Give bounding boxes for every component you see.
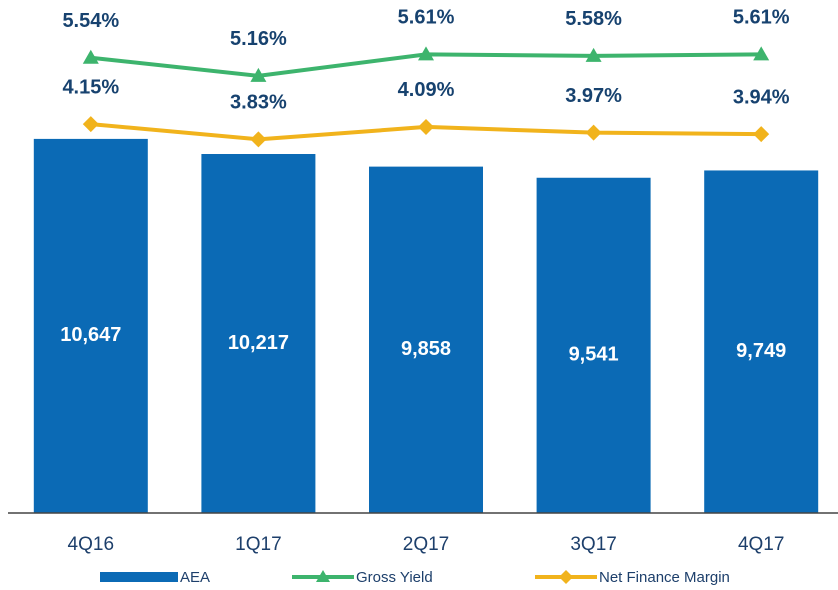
x-tick-label: 4Q17 <box>738 534 784 555</box>
line-marker <box>82 116 99 133</box>
x-tick-label: 3Q17 <box>570 534 616 555</box>
bar <box>704 170 819 513</box>
bar-value-label: 10,217 <box>228 332 289 354</box>
bar-value-label: 9,858 <box>401 338 451 360</box>
bar-value-label: 10,647 <box>60 324 121 346</box>
bar-value-label: 9,749 <box>736 340 786 362</box>
legend-label: Gross Yield <box>356 569 433 586</box>
line-value-label: 5.58% <box>565 8 622 30</box>
legend-label: AEA <box>180 569 210 586</box>
line-value-label: 5.16% <box>230 28 287 50</box>
legend-swatch <box>100 572 178 582</box>
line-marker <box>250 131 267 148</box>
line-marker <box>753 46 770 61</box>
line-value-label: 5.61% <box>733 7 790 29</box>
line-marker <box>585 47 602 62</box>
line-value-label: 4.15% <box>62 76 119 98</box>
line-value-label: 3.94% <box>733 86 790 108</box>
x-tick-label: 1Q17 <box>235 534 281 555</box>
line-marker <box>418 118 434 135</box>
line-marker <box>753 126 770 143</box>
legend-marker <box>559 570 573 584</box>
bar <box>369 166 483 514</box>
bar <box>33 138 148 514</box>
line-value-label: 5.54% <box>62 10 119 32</box>
line-value-label: 5.61% <box>398 7 455 29</box>
line-value-label: 4.09% <box>398 79 455 101</box>
legend-label: Net Finance Margin <box>599 569 730 586</box>
x-tick-label: 4Q16 <box>68 534 114 555</box>
line-marker <box>418 46 434 61</box>
x-tick-label: 2Q17 <box>403 534 449 555</box>
line-marker <box>585 124 602 141</box>
bar <box>536 177 651 514</box>
bar <box>201 154 316 513</box>
line-value-label: 3.97% <box>565 85 622 107</box>
line-marker <box>82 49 99 64</box>
legend-marker <box>316 570 330 582</box>
line-value-label: 3.83% <box>230 92 287 114</box>
line-marker <box>250 67 267 82</box>
bar-value-label: 9,541 <box>569 344 619 366</box>
